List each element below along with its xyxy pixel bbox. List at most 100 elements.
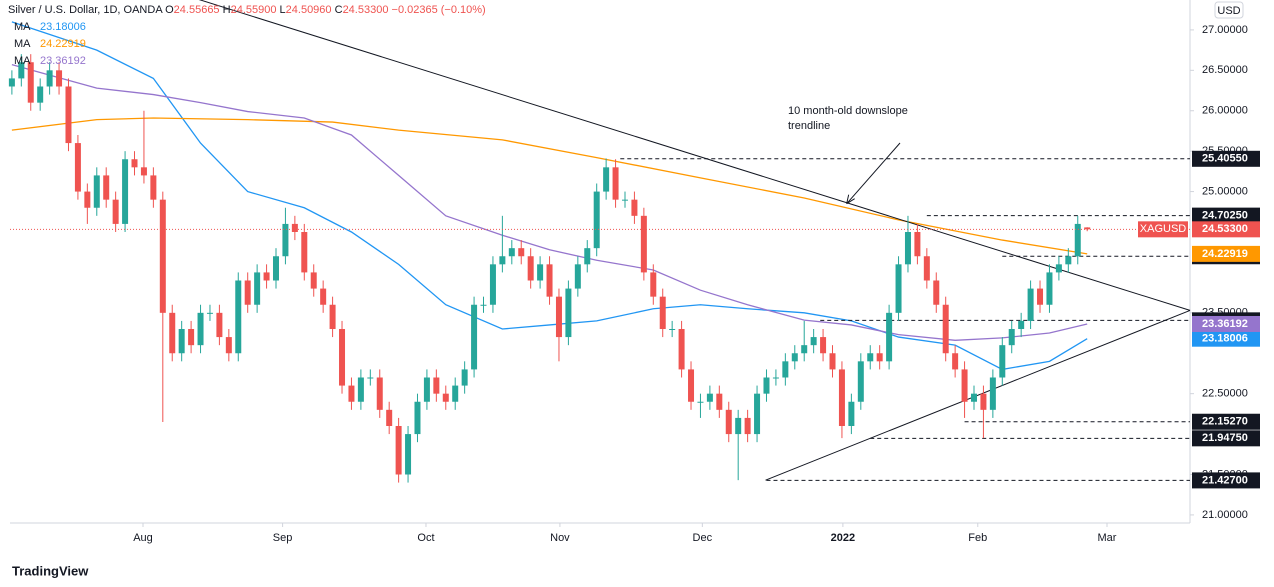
candle-body	[904, 231, 911, 265]
candle-body	[1074, 223, 1081, 257]
candle-body	[131, 159, 138, 168]
candle-body	[716, 393, 723, 410]
last-price-bg	[1192, 221, 1260, 238]
x-tick-label: Feb	[968, 532, 987, 544]
x-tick-label: Aug	[133, 532, 153, 544]
currency: USD	[1217, 5, 1240, 17]
candle-body	[574, 264, 581, 289]
candle-body	[282, 223, 289, 257]
candle-body	[952, 353, 959, 370]
legend-value: 23.36192	[40, 55, 86, 67]
x-tick-label: Sep	[273, 532, 293, 544]
moving-average	[11, 64, 1088, 341]
candle-body	[933, 280, 940, 305]
candle-body	[376, 377, 383, 410]
ma-label-bg	[1192, 330, 1260, 347]
x-tick-label: Nov	[550, 532, 570, 544]
candle-body	[895, 264, 902, 313]
candle-body	[744, 417, 751, 435]
candle-body	[272, 256, 279, 281]
symbol-label-bg	[1138, 221, 1188, 238]
candle-body	[1037, 288, 1044, 305]
candle-body	[612, 167, 619, 200]
level-label-bg	[1192, 207, 1260, 224]
candle-body	[593, 191, 600, 249]
candle-body	[838, 369, 845, 426]
candle-body	[357, 377, 364, 402]
candle-body	[886, 312, 893, 362]
candle-body	[782, 361, 789, 378]
candle-body	[970, 393, 977, 402]
candle-body	[999, 345, 1006, 378]
candle-body	[923, 256, 930, 281]
trendline	[765, 309, 1191, 481]
header: Silver / U.S. Dollar, 1D, OANDA O24.5566…	[8, 4, 486, 16]
candle-body	[206, 312, 213, 314]
annotation-text: 10 month-old downslope	[788, 105, 908, 117]
candle-body	[159, 199, 166, 313]
candle-body	[659, 296, 666, 329]
candle-body	[216, 312, 223, 338]
ma-label: 23.36192	[1202, 318, 1248, 330]
legend-name: MA	[14, 55, 31, 67]
candle-body	[867, 353, 874, 362]
legend-value: 23.18006	[40, 21, 86, 33]
candle-body	[489, 264, 496, 305]
ma-label: 23.18006	[1202, 333, 1248, 345]
candle-body	[688, 369, 695, 402]
candle-body	[254, 272, 261, 305]
header-part: −0.02365	[392, 4, 438, 16]
candle-body	[527, 256, 534, 281]
currency-box[interactable]	[1214, 1, 1244, 19]
candle-body	[395, 425, 402, 475]
x-tick-label: Mar	[1098, 532, 1117, 544]
candle-body	[93, 175, 100, 208]
candle-body	[989, 377, 996, 410]
candle-body	[546, 264, 553, 297]
level-label-bg	[1192, 430, 1260, 447]
header-part: H	[223, 4, 231, 16]
candle-body	[555, 296, 562, 338]
candle-body	[18, 62, 25, 79]
candle-body	[461, 369, 468, 386]
candle-body	[367, 377, 374, 379]
moving-average	[11, 21, 1088, 371]
level-label-bg	[1192, 150, 1260, 167]
candle-body	[631, 199, 638, 216]
candle-body	[848, 401, 855, 426]
candle-body	[471, 304, 478, 370]
candle-body	[442, 393, 449, 402]
x-tick-label: Oct	[417, 532, 434, 544]
candle-body	[65, 86, 72, 144]
ma-label-bg	[1192, 245, 1260, 262]
candle-body	[621, 199, 628, 201]
candle-body	[1008, 328, 1015, 346]
level-label: 21.42700	[1202, 474, 1248, 486]
candle-body	[857, 361, 864, 402]
candle-body	[74, 143, 81, 192]
candle-body	[291, 223, 298, 232]
candle-body	[301, 231, 308, 273]
candle-body	[178, 328, 185, 354]
candle-body	[801, 345, 808, 354]
candle-body	[37, 86, 44, 103]
moving-average	[11, 117, 1088, 255]
header-part: O	[165, 4, 174, 16]
ma-label: 24.22919	[1202, 248, 1248, 260]
candle-body	[810, 337, 817, 346]
candle-body	[320, 288, 327, 305]
header-part: 24.53300	[343, 4, 389, 16]
candle-body	[942, 304, 949, 354]
candle-body	[1046, 272, 1053, 305]
candle-body	[225, 337, 232, 354]
candle-body	[669, 328, 676, 330]
candle-body	[405, 434, 412, 475]
candle-body	[140, 167, 147, 176]
annotation-arrow	[846, 142, 901, 205]
candle-body	[537, 264, 544, 281]
candle-body	[697, 401, 704, 403]
candle-body	[650, 272, 657, 297]
candle-body	[876, 353, 883, 362]
